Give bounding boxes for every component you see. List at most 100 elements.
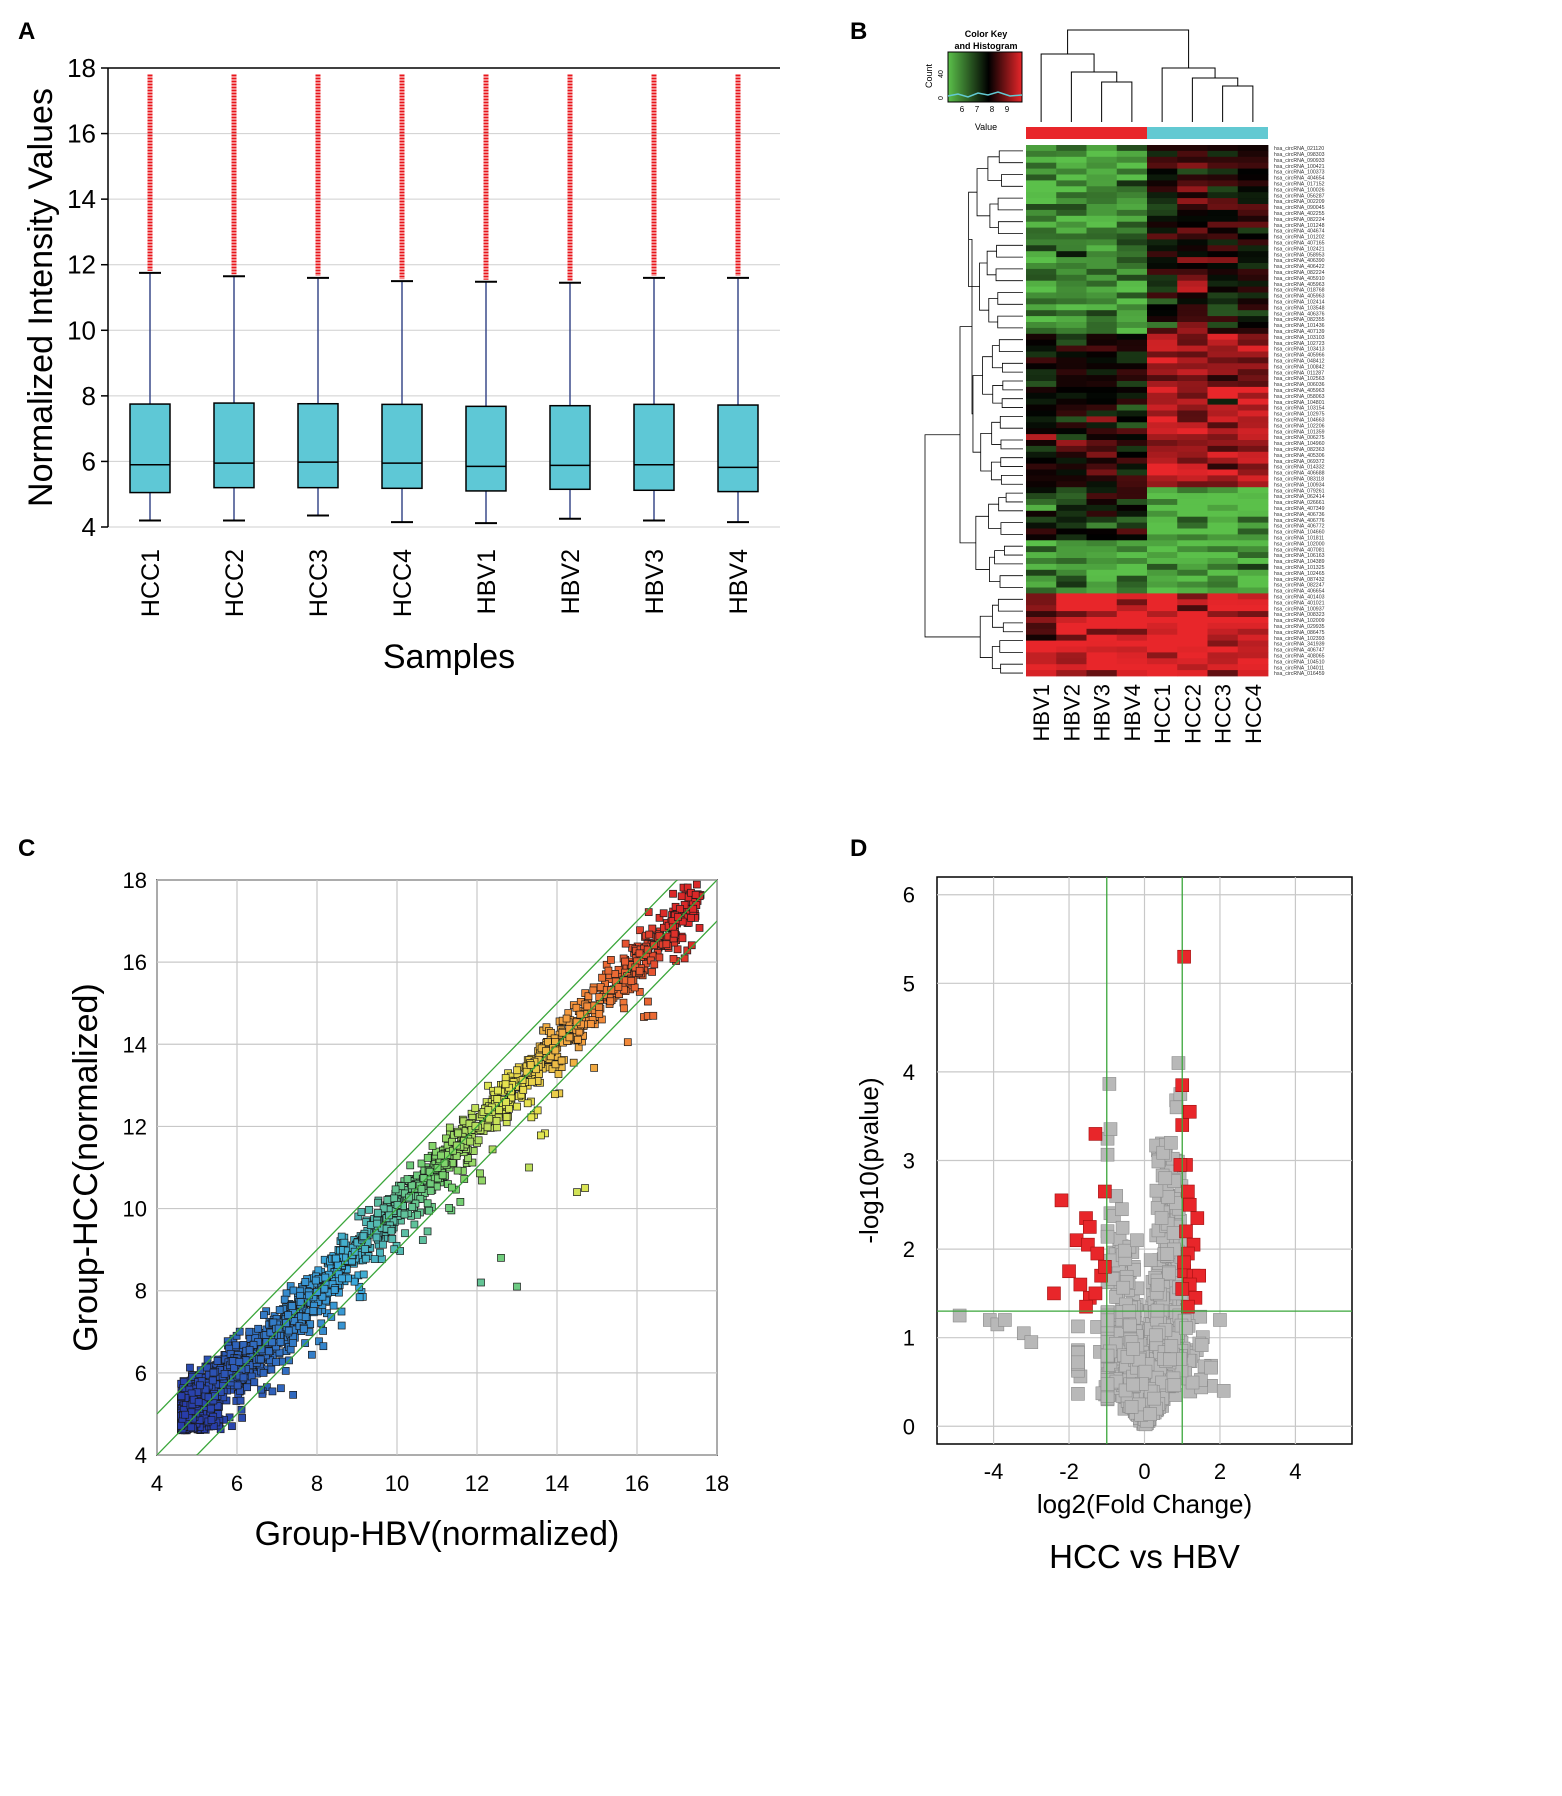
heatmap-cell (1116, 174, 1148, 181)
nonsignificant-point (1164, 1339, 1179, 1353)
row-label: hsa_circRNA_062414 (1274, 494, 1325, 500)
heatmap-cell (1116, 493, 1148, 500)
heatmap-cell (1147, 634, 1178, 641)
heatmap-cell (1237, 198, 1269, 205)
box-hcc1 (129, 403, 171, 494)
box-hcc4 (381, 403, 423, 490)
row-label: hsa_circRNA_406688 (1274, 471, 1325, 477)
heatmap-cell (1237, 192, 1269, 199)
row-label: hsa_circRNA_102465 (1274, 571, 1325, 577)
heatmap-cell (1237, 528, 1269, 535)
heatmap-cell (1177, 162, 1208, 169)
row-label: hsa_circRNA_102414 (1274, 300, 1325, 306)
row-label: hsa_circRNA_100842 (1274, 364, 1325, 370)
heatmap-cell (1116, 658, 1148, 665)
heatmap-cell (1207, 345, 1239, 352)
heatmap-cell (1237, 351, 1269, 358)
heatmap-cell (1147, 186, 1178, 193)
heatmap-cell (1056, 445, 1087, 453)
heatmap-cell (1116, 209, 1148, 217)
heatmap-cell (1207, 180, 1239, 187)
heatmap-cell (1086, 263, 1118, 270)
row-label: hsa_circRNA_026661 (1274, 500, 1325, 506)
heatmap-cell (1026, 451, 1057, 459)
heatmap-cell (1056, 192, 1087, 199)
row-label: hsa_circRNA_069372 (1274, 459, 1325, 465)
heatmap-cell (1177, 233, 1208, 240)
heatmap-cell (1207, 145, 1239, 152)
heatmap-cell (1086, 410, 1118, 417)
y-axis-title: -log10(pvalue) (854, 1077, 884, 1243)
heatmap-cell (1026, 280, 1057, 287)
nonsignificant-point (1171, 1056, 1186, 1070)
heatmap-cell (1177, 563, 1208, 571)
heatmap-cell (1147, 233, 1178, 240)
heatmap-cell (1147, 251, 1178, 258)
heatmap-cell (1026, 286, 1057, 293)
heatmap-cell (1147, 209, 1178, 217)
heatmap-cell (1056, 587, 1087, 594)
heatmap-cell (1147, 345, 1178, 352)
row-label: hsa_circRNA_104389 (1274, 559, 1325, 565)
heatmap-cell (1026, 617, 1057, 624)
heatmap-cell (1056, 145, 1087, 152)
heatmap-cell (1026, 510, 1057, 518)
heatmap-cell (1116, 268, 1148, 276)
column-label: HCC1 (1150, 684, 1175, 744)
box-hbv4 (717, 404, 759, 493)
significant-point (1098, 1260, 1112, 1274)
scatter-point (359, 1270, 368, 1279)
heatmap-cell (1026, 416, 1057, 423)
y-tick-label: 4 (82, 512, 96, 542)
row-label: hsa_circRNA_102421 (1274, 246, 1325, 252)
heatmap-cell (1056, 605, 1087, 612)
heatmap-cell (1026, 239, 1057, 246)
heatmap-cell (1026, 369, 1057, 376)
heatmap-cell (1086, 245, 1118, 252)
scatter-point (649, 1011, 658, 1020)
x-tick-label: HBV3 (641, 549, 669, 614)
heatmap-cell (1177, 528, 1208, 535)
heatmap-cell (1177, 327, 1208, 335)
heatmap-cell (1086, 239, 1118, 246)
heatmap-cell (1177, 499, 1208, 506)
heatmap-cell (1086, 434, 1118, 441)
heatmap-cell (1177, 428, 1208, 435)
heatmap-cell (1177, 540, 1208, 547)
heatmap-cell (1056, 540, 1087, 547)
heatmap-cell (1237, 398, 1269, 405)
heatmap-cell (1147, 327, 1178, 335)
heatmap-cell (1086, 257, 1118, 264)
heatmap-cell (1177, 552, 1208, 559)
y-tick-label: 16 (123, 950, 147, 975)
heatmap-cell (1177, 292, 1208, 299)
scatter-point (337, 1321, 346, 1330)
heatmap-cell (1147, 522, 1178, 529)
heatmap-cell (1026, 652, 1057, 659)
heatmap-cell (1026, 599, 1057, 606)
heatmap-cell (1026, 274, 1057, 282)
nonsignificant-point (1100, 1229, 1115, 1244)
heatmap-cell (1086, 581, 1118, 588)
scatter-point (388, 1234, 397, 1243)
heatmap-cell (1116, 569, 1148, 577)
heatmap-cell (1116, 628, 1148, 636)
heatmap-cell (1177, 156, 1208, 164)
heatmap-cell (1207, 422, 1239, 429)
heatmap-cell (1147, 304, 1178, 311)
heatmap-cell (1237, 162, 1269, 169)
scatter-point (659, 909, 668, 918)
row-label: hsa_circRNA_102009 (1274, 618, 1325, 624)
heatmap-cell (1207, 150, 1239, 158)
column-dendrogram-branch (1067, 29, 1190, 68)
heatmap-cell (1237, 257, 1269, 264)
heatmap-cell (1147, 322, 1178, 329)
heatmap-cell (1026, 215, 1057, 223)
heatmap-cell (1147, 587, 1178, 594)
heatmap-cell (1116, 558, 1148, 565)
row-label: hsa_circRNA_405910 (1274, 276, 1325, 282)
row-label: hsa_circRNA_082363 (1274, 447, 1325, 453)
heatmap-cell (1237, 587, 1269, 594)
row-label: hsa_circRNA_104663 (1274, 418, 1325, 424)
